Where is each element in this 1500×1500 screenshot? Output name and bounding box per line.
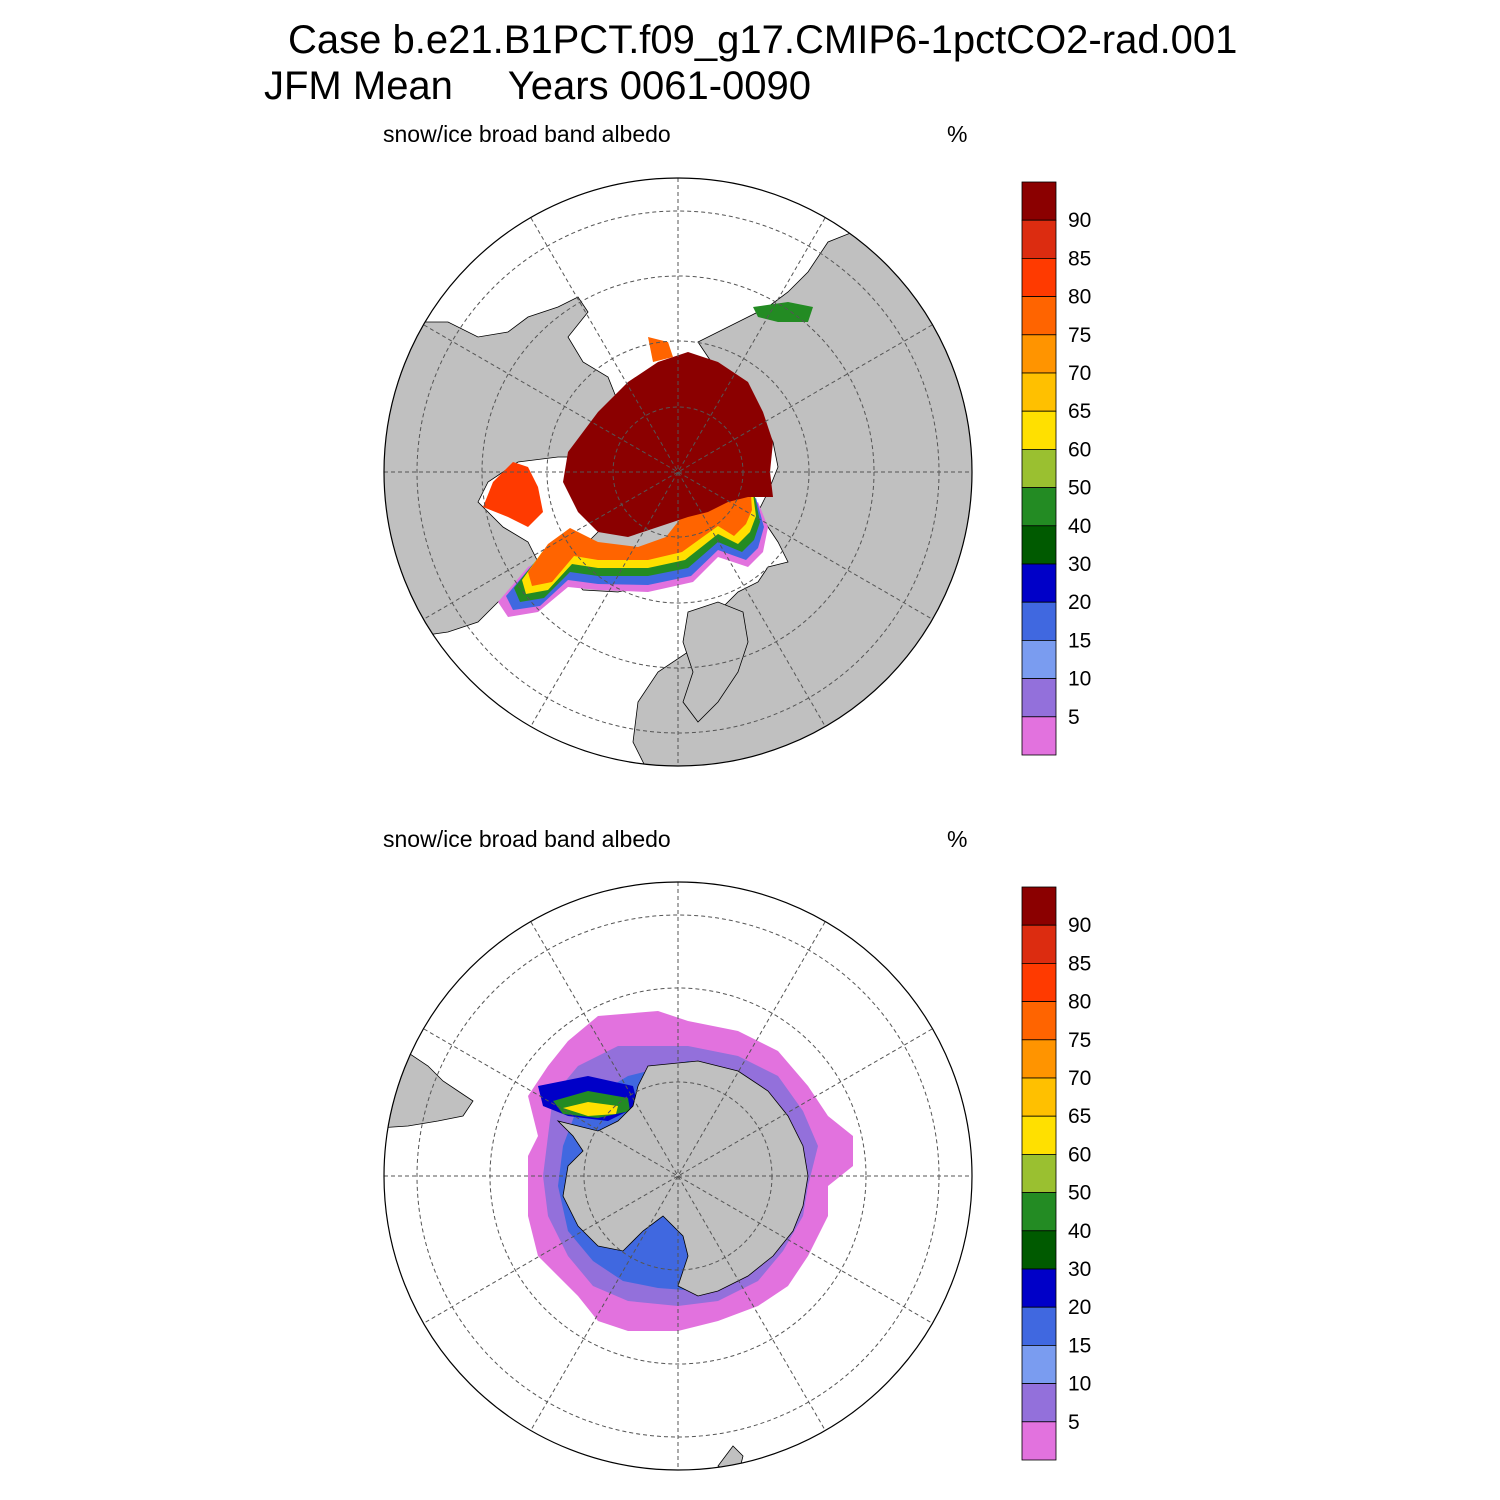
plot-title-period: JFM Mean Years 0061-0090: [264, 64, 811, 108]
north-colorbar-swatch: [1021, 219, 1057, 259]
north-colorbar-label: 85: [1068, 247, 1091, 270]
south-colorbar-swatch: [1021, 963, 1057, 1003]
south-colorbar-label: 70: [1068, 1067, 1091, 1090]
plot-title-case: Case b.e21.B1PCT.f09_g17.CMIP6-1pctCO2-r…: [288, 18, 1238, 62]
north-colorbar-label: 10: [1068, 668, 1091, 691]
north-colorbar-label: 70: [1068, 362, 1091, 385]
north-colorbar-swatch: [1021, 372, 1057, 412]
north-colorbar-label: 30: [1068, 553, 1091, 576]
north-panel-label: snow/ice broad band albedo: [383, 121, 671, 147]
south-land-antarctica: [556, 1060, 809, 1297]
north-land-scandinavia: [682, 601, 749, 723]
north-ice-edge-magenta: [498, 502, 768, 617]
south-graticule: [384, 882, 972, 1470]
south-colorbar-swatch: [1021, 1383, 1057, 1423]
south-colorbar-swatch: [1021, 1268, 1057, 1308]
north-colorbar-label: 60: [1068, 438, 1091, 461]
south-colorbar-label: 65: [1068, 1105, 1091, 1128]
north-colorbar-swatch: [1021, 448, 1057, 488]
north-colorbar-swatch: [1021, 639, 1057, 679]
south-colorbar-label: 85: [1068, 952, 1091, 975]
south-colorbar-swatch: [1021, 1001, 1057, 1041]
north-colorbar-swatch: [1021, 601, 1057, 641]
south-colorbar-label: 30: [1068, 1258, 1091, 1281]
south-colorbar-swatch: [1021, 1077, 1057, 1117]
south-panel-label: snow/ice broad band albedo: [383, 826, 671, 852]
south-colorbar-label: 15: [1068, 1334, 1091, 1357]
south-colorbar-swatch: [1021, 1344, 1057, 1384]
south-colorbar-label: 40: [1068, 1220, 1091, 1243]
south-colorbar-label: 10: [1068, 1373, 1091, 1396]
south-colorbar-swatch: [1021, 1192, 1057, 1232]
south-colorbar-label: 20: [1068, 1296, 1091, 1319]
north-colorbar-swatch: [1021, 181, 1057, 221]
north-colorbar-swatch: [1021, 296, 1057, 336]
south-colorbar-swatch: [1021, 1230, 1057, 1270]
north-colorbar-label: 15: [1068, 629, 1091, 652]
south-colorbar-label: 60: [1068, 1143, 1091, 1166]
south-panel-unit: %: [947, 826, 968, 852]
north-ice-hudson-bay: [483, 462, 543, 527]
south-colorbar-swatch: [1021, 1115, 1057, 1155]
south-colorbar-label: 50: [1068, 1182, 1091, 1205]
north-colorbar-label: 40: [1068, 515, 1091, 538]
north-colorbar-label: 80: [1068, 286, 1091, 309]
south-colorbar-swatch: [1021, 886, 1057, 926]
south-colorbar-swatch: [1021, 924, 1057, 964]
south-colorbar-label: 5: [1068, 1411, 1080, 1434]
north-ice-bering: [648, 337, 673, 362]
south-colorbar-label: 80: [1068, 991, 1091, 1014]
south-colorbar-swatch: [1021, 1153, 1057, 1193]
north-colorbar-label: 20: [1068, 591, 1091, 614]
north-colorbar-swatch: [1021, 487, 1057, 527]
south-colorbar-swatch: [1021, 1306, 1057, 1346]
south-colorbar: 90 85 80 75 70 65 60 50 40 30 20 15 10 5: [1021, 886, 1091, 1461]
south-colorbar-swatch: [1021, 1039, 1057, 1079]
south-colorbar-label: 90: [1068, 914, 1091, 937]
north-graticule: [384, 178, 972, 766]
north-colorbar-label: 50: [1068, 477, 1091, 500]
north-colorbar-swatch: [1021, 716, 1057, 756]
north-colorbar-swatch: [1021, 525, 1057, 565]
north-polar-map: [383, 177, 973, 767]
north-colorbar-swatch: [1021, 334, 1057, 374]
north-panel-unit: %: [947, 121, 968, 147]
north-colorbar-label: 75: [1068, 324, 1091, 347]
south-colorbar-swatch: [1021, 1421, 1057, 1461]
south-colorbar-label: 75: [1068, 1029, 1091, 1052]
north-colorbar-label: 5: [1068, 706, 1080, 729]
north-colorbar-swatch: [1021, 678, 1057, 718]
north-colorbar-swatch: [1021, 258, 1057, 298]
north-colorbar-swatch: [1021, 410, 1057, 450]
north-colorbar: 90 85 80 75 70 65 60 50 40 30 20 15 10 5: [1021, 181, 1091, 756]
north-colorbar-swatch: [1021, 563, 1057, 603]
south-polar-map: [383, 881, 973, 1471]
south-ice-weddell-yellow: [563, 1102, 618, 1116]
north-colorbar-label: 90: [1068, 209, 1091, 232]
north-colorbar-label: 65: [1068, 400, 1091, 423]
